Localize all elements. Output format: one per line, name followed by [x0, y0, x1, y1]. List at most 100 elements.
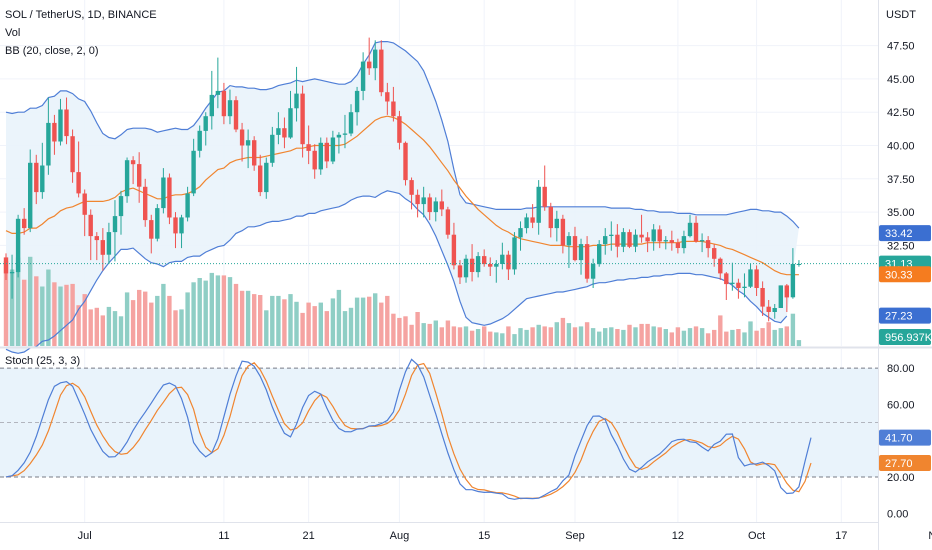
candle[interactable] [124, 157, 130, 203]
candle[interactable] [185, 186, 190, 222]
candle[interactable] [657, 225, 662, 249]
candle[interactable] [88, 209, 93, 261]
candle[interactable] [324, 137, 329, 169]
candle[interactable] [239, 122, 245, 162]
candle[interactable] [215, 57, 221, 109]
candle[interactable] [397, 110, 402, 150]
candle[interactable] [227, 89, 233, 125]
candle[interactable] [560, 214, 566, 254]
candle[interactable] [705, 236, 711, 258]
candle[interactable] [112, 200, 118, 262]
candle[interactable] [469, 244, 475, 282]
stoch-axis[interactable]: 80.00 60.00 20.00 0.00 [887, 363, 915, 520]
candle[interactable] [669, 230, 674, 251]
candle[interactable] [209, 70, 214, 130]
candle[interactable] [724, 272, 729, 300]
candle[interactable] [70, 129, 75, 183]
candle[interactable] [651, 224, 656, 251]
candle[interactable] [179, 214, 184, 249]
candle[interactable] [46, 97, 51, 175]
candle[interactable] [306, 125, 311, 165]
candle[interactable] [9, 254, 15, 299]
candle[interactable] [512, 232, 517, 275]
candle[interactable] [748, 264, 753, 288]
candle[interactable] [639, 214, 644, 243]
candle[interactable] [421, 186, 426, 218]
candles[interactable] [3, 37, 802, 322]
candle[interactable] [203, 112, 208, 146]
candle[interactable] [693, 216, 699, 243]
candle[interactable] [663, 236, 668, 250]
candle[interactable] [40, 142, 45, 199]
candle[interactable] [730, 262, 735, 291]
candle[interactable] [482, 249, 487, 267]
candle[interactable] [433, 197, 438, 222]
candle[interactable] [578, 238, 584, 275]
candle[interactable] [778, 285, 783, 308]
bollinger-legend[interactable]: BB (20, close, 2, 0) [5, 45, 99, 57]
candle[interactable] [391, 86, 396, 122]
candle[interactable] [621, 228, 626, 253]
candle[interactable] [137, 152, 142, 203]
candle[interactable] [427, 193, 432, 221]
candle[interactable] [360, 52, 366, 101]
candle[interactable] [22, 208, 27, 235]
candle[interactable] [3, 253, 9, 280]
candle[interactable] [294, 66, 299, 122]
candle[interactable] [718, 257, 723, 280]
candle[interactable] [584, 236, 590, 283]
candle[interactable] [258, 154, 263, 197]
candle[interactable] [760, 281, 765, 316]
candle[interactable] [627, 229, 632, 249]
candle[interactable] [403, 141, 408, 186]
candle[interactable] [754, 265, 759, 296]
candle[interactable] [439, 189, 444, 217]
candle[interactable] [554, 210, 559, 242]
candle[interactable] [379, 40, 384, 97]
candle[interactable] [566, 232, 572, 268]
candle[interactable] [143, 178, 148, 227]
candle[interactable] [675, 238, 681, 254]
candle[interactable] [463, 254, 469, 283]
candle[interactable] [409, 177, 414, 210]
candle[interactable] [494, 260, 499, 283]
candle[interactable] [572, 226, 578, 262]
candle[interactable] [699, 233, 705, 253]
candle[interactable] [354, 86, 360, 126]
candle[interactable] [385, 82, 390, 115]
candle[interactable] [536, 180, 541, 235]
candle[interactable] [342, 114, 348, 149]
candle[interactable] [615, 224, 620, 258]
candle[interactable] [106, 222, 112, 264]
candle[interactable] [524, 213, 529, 234]
candle[interactable] [161, 168, 166, 214]
candle[interactable] [221, 82, 227, 125]
candle[interactable] [415, 189, 420, 218]
candle[interactable] [282, 117, 287, 149]
candle[interactable] [687, 214, 693, 238]
candle[interactable] [52, 114, 57, 155]
candle[interactable] [548, 202, 553, 238]
candle[interactable] [609, 221, 614, 251]
candle[interactable] [149, 214, 154, 254]
candle[interactable] [245, 129, 251, 169]
candle[interactable] [542, 165, 547, 211]
candle[interactable] [58, 98, 63, 146]
candle[interactable] [590, 258, 596, 288]
candle[interactable] [506, 250, 511, 280]
candle[interactable] [500, 242, 505, 270]
candle[interactable] [300, 85, 305, 158]
stoch-legend[interactable]: Stoch (25, 3, 3) [5, 355, 81, 367]
candle[interactable] [130, 156, 136, 185]
candle[interactable] [367, 37, 372, 75]
candle[interactable] [167, 173, 172, 225]
candle[interactable] [28, 149, 33, 233]
candle[interactable] [373, 40, 378, 81]
candle[interactable] [348, 104, 354, 137]
volume-legend[interactable]: Vol [5, 27, 21, 39]
candle[interactable] [82, 189, 87, 237]
candle[interactable] [451, 222, 457, 270]
candle[interactable] [64, 97, 69, 145]
candle[interactable] [118, 190, 124, 235]
candle[interactable] [742, 273, 747, 298]
